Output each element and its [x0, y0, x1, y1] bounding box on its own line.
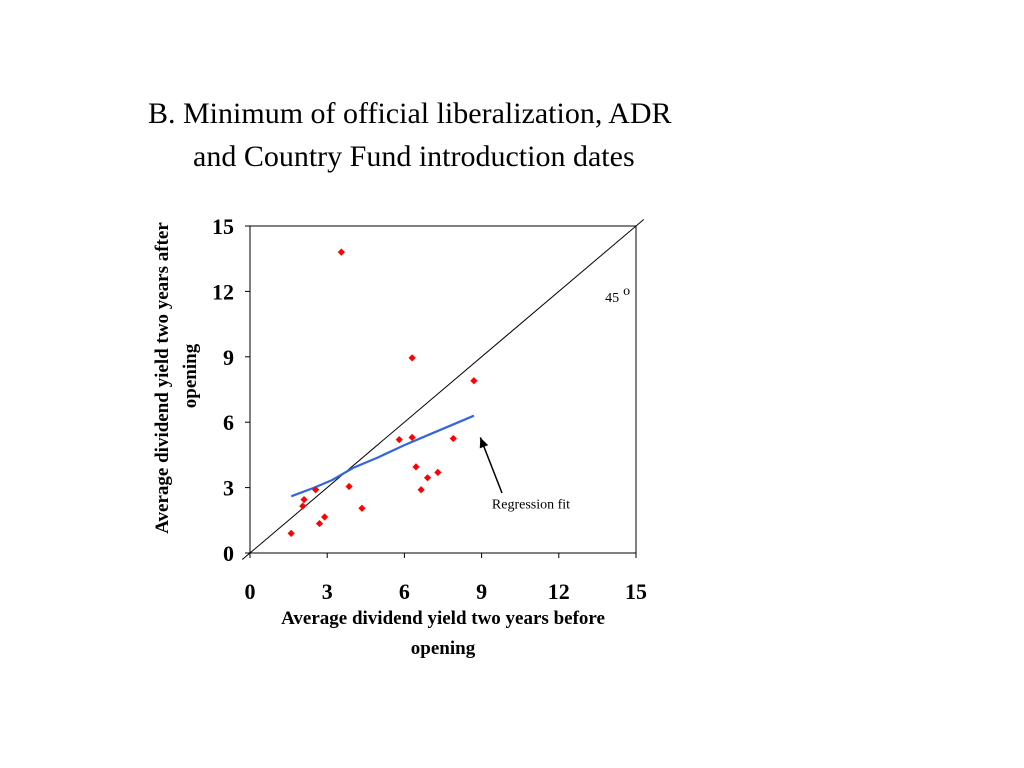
data-point-16 — [434, 468, 442, 476]
data-point-8 — [345, 482, 353, 491]
plot-frame — [249, 225, 637, 554]
data-point-7 — [337, 248, 345, 256]
data-point-17 — [449, 434, 457, 443]
x-tick-label: 12 — [548, 579, 570, 604]
angle-annotation-degree: o — [623, 284, 630, 299]
data-point-3 — [300, 495, 308, 504]
angle-annotation: 45 — [605, 291, 619, 306]
data-point-13 — [412, 463, 420, 471]
chart-title-line-1: B. Minimum of official liberalization, A… — [148, 97, 672, 130]
y-tick-label: 6 — [223, 410, 234, 435]
regression-line — [290, 414, 475, 498]
data-point-1 — [287, 529, 295, 537]
data-point-14 — [417, 486, 425, 494]
data-point-9 — [358, 504, 366, 512]
data-point-18 — [470, 377, 478, 385]
y-tick-label: 12 — [212, 279, 234, 304]
y-tick-label: 0 — [223, 541, 234, 566]
x-tick-label: 3 — [322, 579, 333, 604]
annotations: 45 o Regression fit — [479, 284, 630, 512]
data-point-11 — [408, 433, 416, 442]
data-point-5 — [315, 519, 324, 528]
data-points — [287, 248, 478, 537]
data-point-4 — [312, 486, 320, 494]
chart-title-line-2: and Country Fund introduction dates — [193, 140, 635, 173]
x-tick-label: 15 — [625, 579, 647, 604]
x-tick-label: 9 — [476, 579, 487, 604]
y-axis-label-line-1: Average dividend yield two years after — [152, 222, 173, 534]
reference-line-45-degrees — [241, 219, 645, 560]
regression-fit-label: Regression fit — [492, 497, 570, 512]
x-tick-label: 6 — [399, 579, 410, 604]
y-tick-label: 9 — [223, 345, 234, 370]
x-axis-label-line-2: opening — [411, 638, 476, 659]
x-axis-label-line-1: Average dividend yield two years before — [281, 608, 605, 629]
reference-line — [241, 219, 645, 560]
regression-fit-series — [290, 414, 475, 498]
data-point-12 — [408, 354, 416, 362]
axis-labels: Average dividend yield two years before o… — [152, 222, 605, 659]
x-tick-label: 0 — [245, 579, 256, 604]
y-tick-label: 3 — [223, 476, 234, 501]
y-tick-label: 15 — [212, 214, 234, 239]
data-point-2 — [299, 502, 307, 510]
data-point-6 — [321, 513, 329, 521]
y-axis-ticks: 0 3 6 9 12 15 — [212, 214, 250, 566]
plot-area-border — [249, 225, 637, 554]
y-axis-label-line-2: opening — [180, 343, 201, 408]
x-axis-ticks: 0 3 6 9 12 15 — [245, 553, 647, 604]
regression-fit-arrowhead — [479, 437, 489, 449]
data-point-10 — [395, 436, 403, 444]
data-point-15 — [423, 474, 432, 482]
